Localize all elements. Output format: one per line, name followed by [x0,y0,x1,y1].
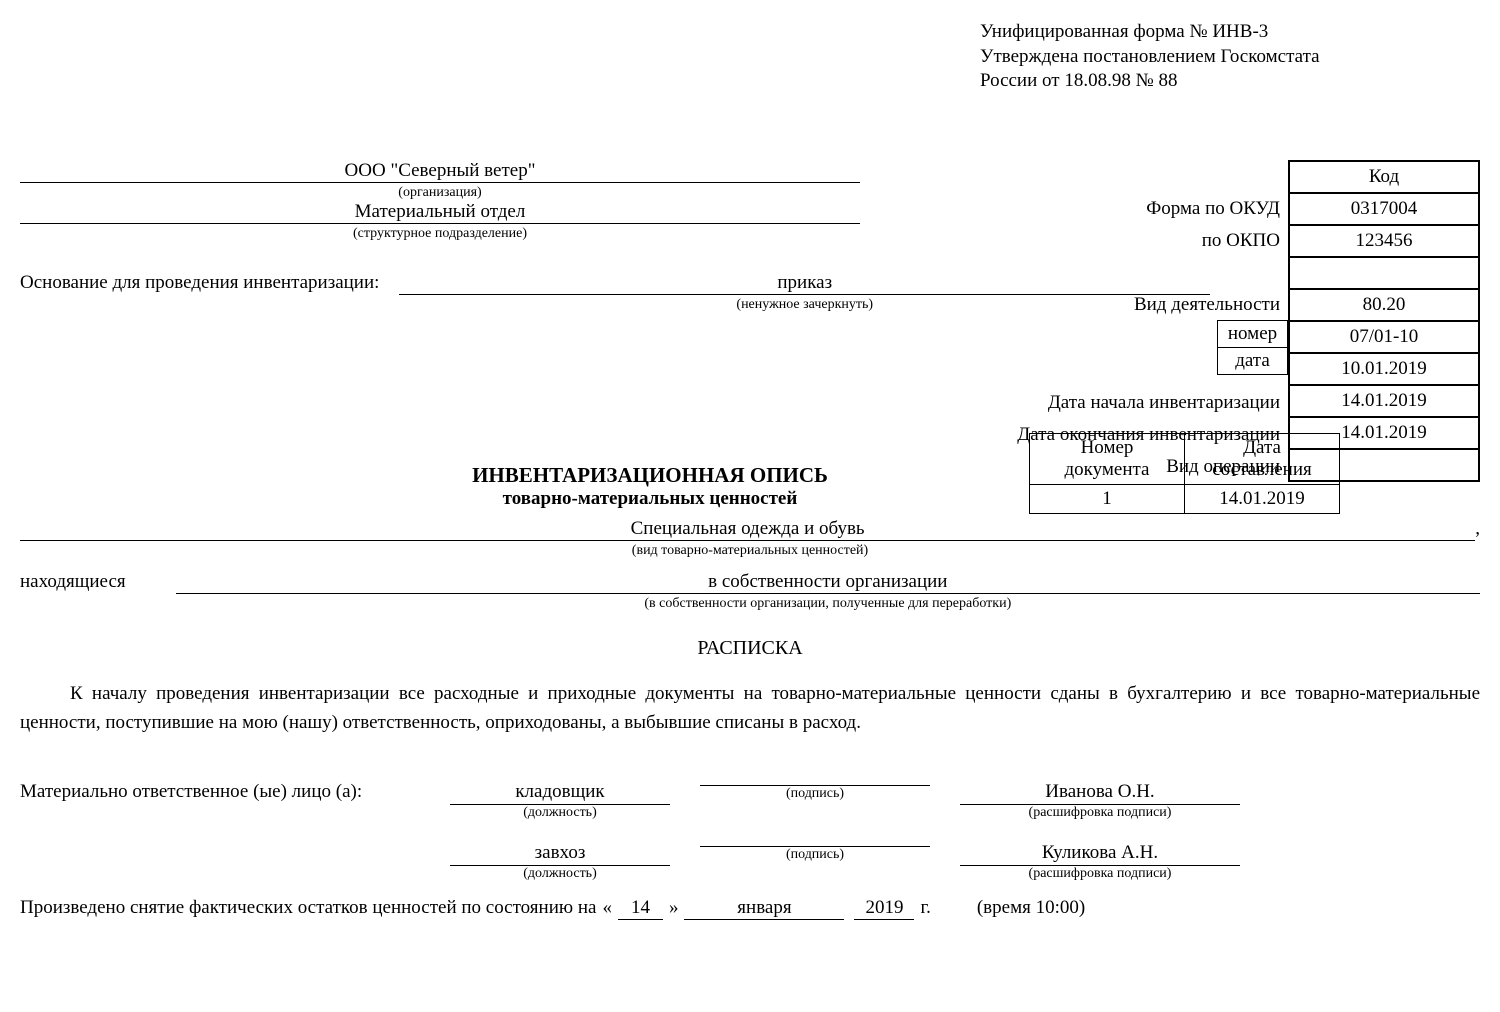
number-date-labels: номер дата [1217,320,1288,375]
number-label: номер [1218,321,1288,348]
doc-title-section: Номер документа Дата составления 1 14.01… [20,463,1480,510]
person1-position: кладовщик [450,781,670,805]
quote-open: « [602,897,612,919]
person1-name: Иванова О.Н. [960,781,1240,805]
signature-caption-1: (подпись) [700,786,930,802]
doc-date-header: Дата составления [1185,434,1340,485]
basis-label: Основание для проведения инвентаризации: [20,272,379,294]
form-header: Унифицированная форма № ИНВ-3 Утверждена… [980,20,1480,94]
position-caption-1: (должность) [450,805,670,821]
activity-value: 80.20 [1289,289,1479,321]
responsible-label: Материально ответственное (ые) лицо (а): [20,781,450,803]
located-label: находящиеся [20,571,126,593]
okud-label: Форма по ОКУД [1146,198,1280,220]
start-label: Дата начала инвентаризации [1048,392,1280,414]
doc-number-value: 1 [1030,485,1185,514]
goods-comma: , [1475,518,1480,540]
form-header-line1: Унифицированная форма № ИНВ-3 [980,20,1480,45]
signature-caption-2: (подпись) [700,847,930,863]
doc-number-header: Номер документа [1030,434,1185,485]
goods-type-row: Специальная одежда и обувь , (вид товарн… [20,518,1480,559]
number-value: 07/01-10 [1289,321,1479,353]
okpo-label: по ОКПО [1202,230,1280,252]
person1-signature [700,762,930,786]
quote-close: » [669,897,679,919]
located-caption: (в собственности организации, полученные… [176,596,1480,612]
actual-day: 14 [618,897,663,920]
goods-type-value: Специальная одежда и обувь [20,518,1475,541]
date-value: 10.01.2019 [1289,353,1479,385]
okpo-value: 123456 [1289,225,1479,257]
receipt-title: РАСПИСКА [20,637,1480,660]
receipt-text: К началу проведения инвентаризации все р… [20,680,1480,737]
start-value: 14.01.2019 [1289,385,1479,417]
empty-cell-1 [1289,257,1479,289]
person2-position: завхоз [450,842,670,866]
department-caption: (структурное подразделение) [20,226,860,242]
okud-value: 0317004 [1289,193,1479,225]
name-caption-2: (расшифровка подписи) [960,866,1240,882]
basis-caption: (ненужное зачеркнуть) [399,297,1210,313]
position-caption-2: (должность) [450,866,670,882]
activity-label: Вид деятельности [1134,294,1280,316]
person2-name: Куликова А.Н. [960,842,1240,866]
responsible-section: Материально ответственное (ые) лицо (а):… [20,762,1480,882]
name-caption-1: (расшифровка подписи) [960,805,1240,821]
form-header-line3: России от 18.08.98 № 88 [980,69,1480,94]
actual-year: 2019 [854,897,914,920]
goods-type-caption: (вид товарно-материальных ценностей) [20,543,1480,559]
actual-month: января [684,897,844,920]
sub-title: товарно-материальных ценностей [400,488,900,510]
doc-number-table: Номер документа Дата составления 1 14.01… [1029,433,1340,514]
date-label: дата [1218,348,1288,375]
main-title: ИНВЕНТАРИЗАЦИОННАЯ ОПИСЬ [400,463,900,488]
doc-date-value: 14.01.2019 [1185,485,1340,514]
located-row: находящиеся в собственности организации … [20,571,1480,612]
person2-signature [700,823,930,847]
organization-caption: (организация) [20,185,860,201]
organization-name: ООО "Северный ветер" [20,160,860,183]
actual-row: Произведено снятие фактических остатков … [20,897,1480,920]
top-section: Код 0317004 123456 80.20 07/01-10 10.01.… [20,160,1480,313]
actual-time: (время 10:00) [977,897,1085,919]
actual-year-suffix: г. [920,897,930,919]
code-header: Код [1289,161,1479,193]
located-value: в собственности организации [176,571,1480,594]
actual-text: Произведено снятие фактических остатков … [20,897,596,919]
department-name: Материальный отдел [20,201,860,224]
basis-value: приказ [399,272,1210,295]
form-header-line2: Утверждена постановлением Госкомстата [980,45,1480,70]
